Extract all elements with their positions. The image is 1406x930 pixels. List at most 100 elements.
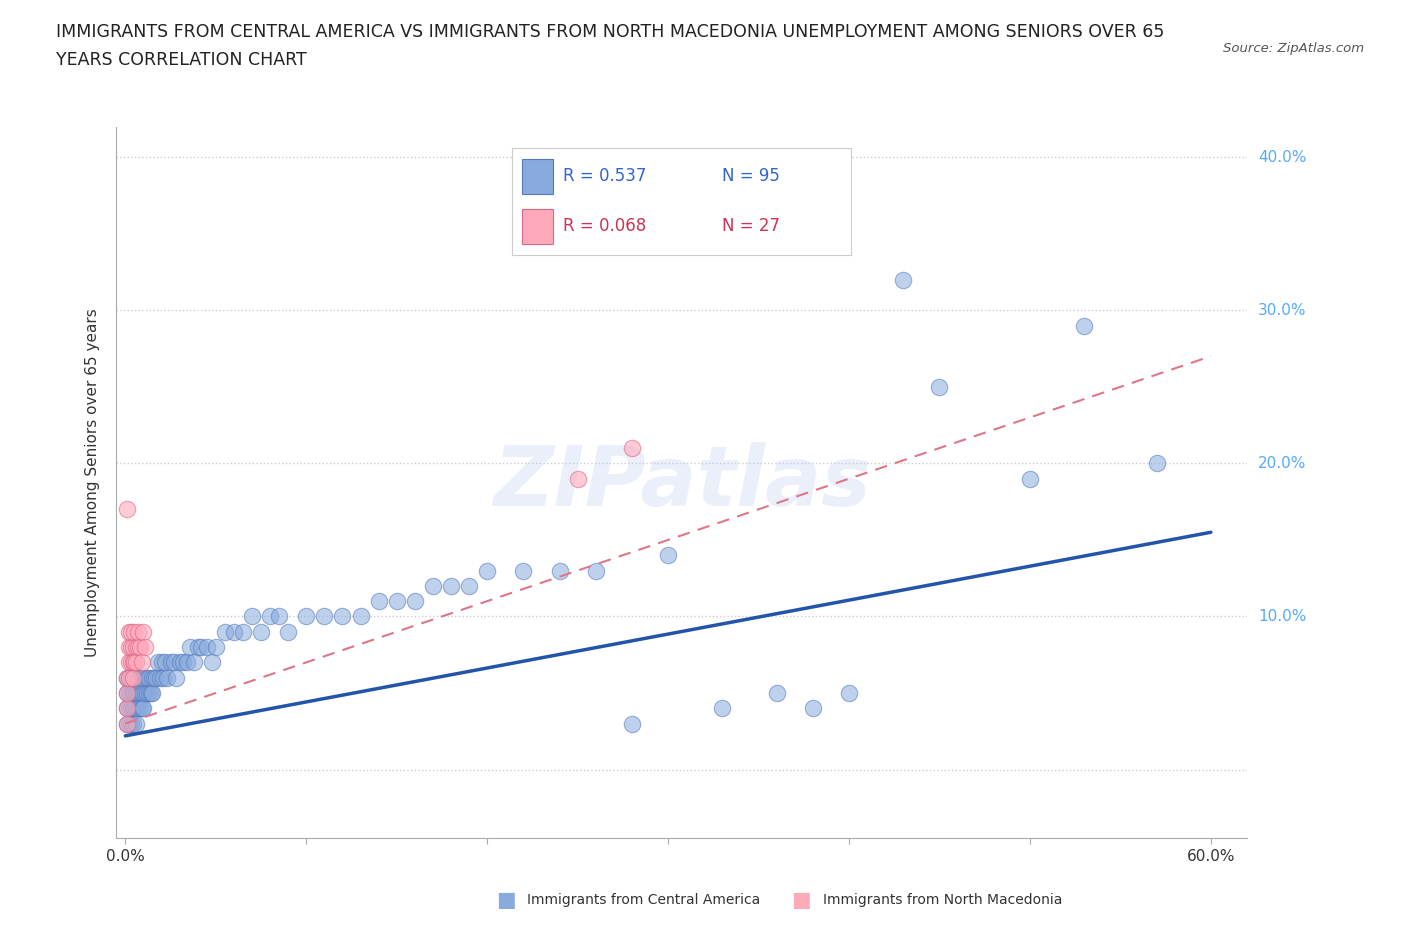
Point	[156, 671, 179, 685]
Point	[657, 548, 679, 563]
Point	[125, 716, 148, 731]
Point	[139, 685, 162, 700]
Point	[240, 609, 263, 624]
Point	[141, 685, 163, 700]
Point	[131, 701, 153, 716]
Point	[124, 655, 146, 670]
Point	[127, 624, 149, 639]
Text: IMMIGRANTS FROM CENTRAL AMERICA VS IMMIGRANTS FROM NORTH MACEDONIA UNEMPLOYMENT : IMMIGRANTS FROM CENTRAL AMERICA VS IMMIG…	[56, 23, 1164, 41]
Point	[314, 609, 336, 624]
Text: 40.0%: 40.0%	[1258, 150, 1306, 165]
Point	[121, 716, 143, 731]
Text: ■: ■	[496, 890, 516, 910]
Text: Immigrants from Central America: Immigrants from Central America	[527, 893, 761, 908]
Point	[128, 671, 150, 685]
Text: Immigrants from North Macedonia: Immigrants from North Macedonia	[823, 893, 1062, 908]
Point	[176, 655, 198, 670]
Point	[1146, 456, 1168, 471]
Point	[120, 685, 142, 700]
Point	[512, 563, 534, 578]
Point	[132, 671, 155, 685]
Point	[201, 655, 224, 670]
Point	[125, 685, 148, 700]
Point	[120, 671, 142, 685]
Point	[115, 671, 138, 685]
Point	[277, 624, 299, 639]
Point	[120, 716, 142, 731]
Point	[259, 609, 281, 624]
Point	[458, 578, 481, 593]
Point	[124, 685, 146, 700]
Point	[765, 685, 787, 700]
Point	[891, 272, 914, 287]
Point	[132, 701, 155, 716]
Point	[404, 593, 426, 608]
Point	[150, 655, 173, 670]
Point	[134, 685, 156, 700]
Point	[134, 640, 156, 655]
Point	[440, 578, 463, 593]
Point	[163, 655, 186, 670]
Point	[183, 655, 205, 670]
Point	[136, 685, 159, 700]
Point	[124, 671, 146, 685]
Text: ZIPatlas: ZIPatlas	[492, 442, 870, 523]
Point	[332, 609, 354, 624]
Point	[128, 685, 150, 700]
Point	[232, 624, 254, 639]
Point	[172, 655, 194, 670]
Point	[179, 640, 201, 655]
Point	[385, 593, 408, 608]
Point	[187, 640, 209, 655]
Point	[138, 685, 160, 700]
Point	[145, 671, 167, 685]
Point	[118, 624, 141, 639]
Point	[118, 701, 141, 716]
Point	[127, 671, 149, 685]
Point	[115, 701, 138, 716]
Point	[928, 379, 950, 394]
Text: 20.0%: 20.0%	[1258, 456, 1306, 471]
Point	[620, 716, 643, 731]
Point	[124, 701, 146, 716]
Point	[1073, 318, 1095, 333]
Point	[190, 640, 212, 655]
Point	[204, 640, 226, 655]
Point	[132, 685, 155, 700]
Text: 10.0%: 10.0%	[1258, 609, 1306, 624]
Point	[115, 502, 138, 517]
Point	[349, 609, 371, 624]
Point	[118, 716, 141, 731]
Point	[143, 671, 166, 685]
Point	[115, 671, 138, 685]
Point	[136, 671, 159, 685]
Point	[121, 701, 143, 716]
Point	[120, 624, 142, 639]
Point	[118, 685, 141, 700]
Text: 30.0%: 30.0%	[1258, 303, 1306, 318]
Point	[118, 671, 141, 685]
Point	[121, 685, 143, 700]
Point	[128, 701, 150, 716]
Point	[165, 671, 187, 685]
Text: YEARS CORRELATION CHART: YEARS CORRELATION CHART	[56, 51, 307, 69]
Point	[152, 671, 174, 685]
Point	[124, 624, 146, 639]
Point	[367, 593, 389, 608]
Point	[120, 655, 142, 670]
Text: Source: ZipAtlas.com: Source: ZipAtlas.com	[1223, 42, 1364, 55]
Point	[131, 685, 153, 700]
Point	[132, 624, 155, 639]
Point	[120, 640, 142, 655]
Point	[121, 655, 143, 670]
Point	[138, 671, 160, 685]
Text: ■: ■	[792, 890, 811, 910]
Point	[125, 655, 148, 670]
Point	[127, 685, 149, 700]
Point	[195, 640, 218, 655]
Point	[115, 716, 138, 731]
Point	[548, 563, 571, 578]
Point	[422, 578, 444, 593]
Point	[295, 609, 318, 624]
Point	[153, 655, 176, 670]
